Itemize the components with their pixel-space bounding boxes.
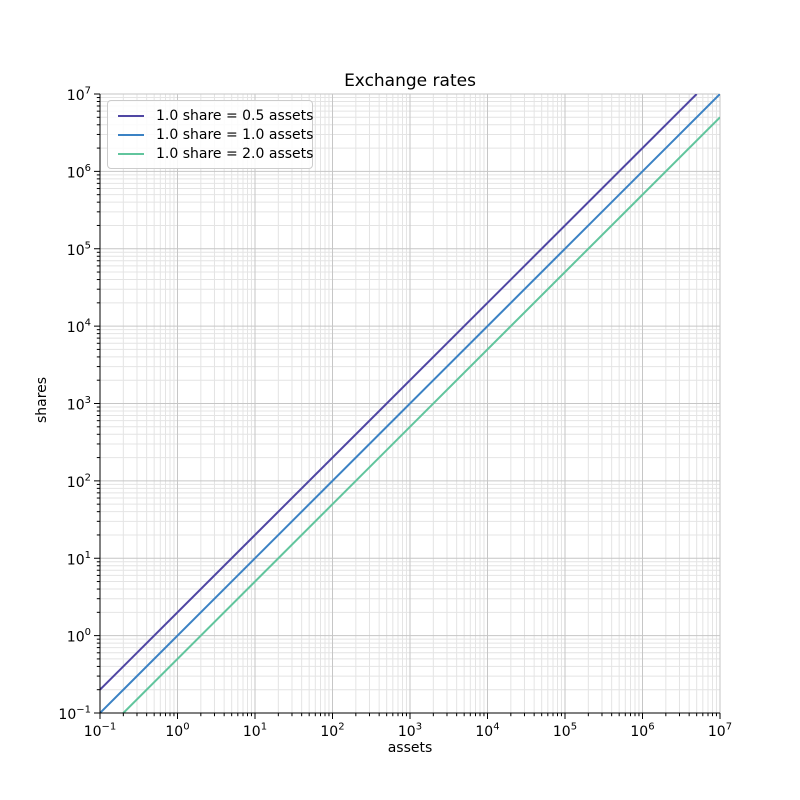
x-tick-label: 104 xyxy=(475,722,499,741)
series-lines xyxy=(100,94,720,713)
x-tick-label: 10−1 xyxy=(84,722,117,741)
x-tick-label: 103 xyxy=(398,722,422,741)
y-tick-label: 107 xyxy=(67,86,91,105)
legend: 1.0 share = 0.5 assets 1.0 share = 1.0 a… xyxy=(107,100,313,169)
series-line-2 xyxy=(122,116,720,713)
y-tick-label: 100 xyxy=(67,627,91,646)
x-tick-label: 100 xyxy=(165,722,189,741)
y-tick-label: 106 xyxy=(67,163,91,182)
legend-line-swatch xyxy=(118,133,144,136)
x-tick-label: 106 xyxy=(630,722,654,741)
x-axis-ticklabels: 10−1 100 101 102 103 104 105 106 107 xyxy=(84,722,732,741)
y-tick-label: 103 xyxy=(67,395,91,414)
series-line-0 xyxy=(100,94,698,691)
chart-title: Exchange rates xyxy=(344,71,476,91)
x-tick-label: 105 xyxy=(553,722,577,741)
legend-item: 1.0 share = 0.5 assets xyxy=(108,106,314,125)
y-tick-label: 104 xyxy=(67,318,91,337)
legend-label: 1.0 share = 1.0 assets xyxy=(156,126,314,143)
legend-item: 1.0 share = 2.0 assets xyxy=(108,144,314,163)
x-axis-label: assets xyxy=(387,740,433,756)
legend-label: 1.0 share = 0.5 assets xyxy=(156,107,314,124)
y-axis-label: shares xyxy=(34,376,50,424)
legend-line-swatch xyxy=(118,114,144,117)
x-tick-label: 101 xyxy=(243,722,267,741)
legend-item: 1.0 share = 1.0 assets xyxy=(108,125,314,144)
legend-line-swatch xyxy=(118,152,144,155)
y-tick-label: 10−1 xyxy=(58,705,91,724)
x-tick-label: 107 xyxy=(708,722,732,741)
y-axis-ticklabels: 10−1 100 101 102 103 104 105 106 107 xyxy=(58,86,91,724)
series-line-1 xyxy=(100,94,720,713)
x-tick-label: 102 xyxy=(320,722,344,741)
y-tick-label: 102 xyxy=(67,472,91,491)
legend-label: 1.0 share = 2.0 assets xyxy=(156,145,314,162)
y-tick-label: 101 xyxy=(67,550,91,569)
y-tick-label: 105 xyxy=(67,240,91,259)
axis-ticks xyxy=(94,93,721,719)
